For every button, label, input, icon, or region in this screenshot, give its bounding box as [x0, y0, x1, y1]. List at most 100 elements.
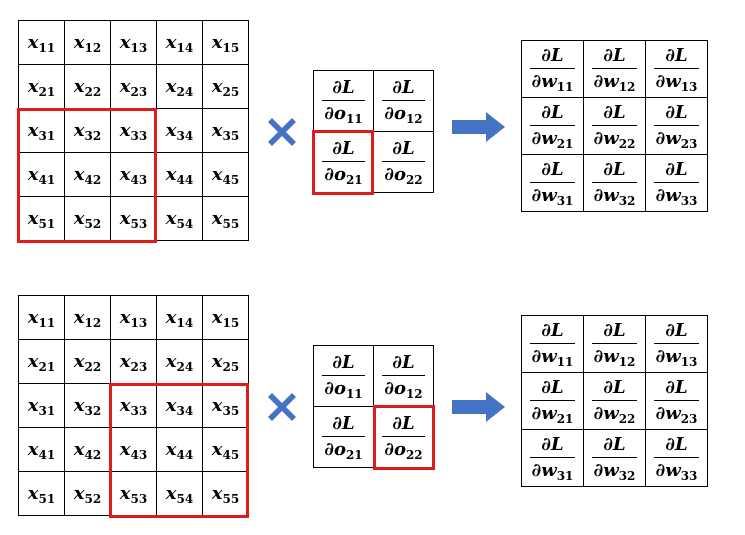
input-cell: x21 — [18, 64, 65, 109]
input-symbol: x35 — [212, 120, 239, 142]
input-subscript: 53 — [130, 217, 148, 231]
fraction-denominator: ∂w31 — [529, 182, 576, 208]
input-subscript: 25 — [222, 85, 240, 99]
denominator-variable: ∂o — [324, 103, 346, 124]
output-gradient-fraction: ∂L ∂o11 — [322, 354, 365, 400]
output-gradient-fraction: ∂L ∂o12 — [382, 79, 425, 125]
input-variable: x — [73, 439, 85, 460]
input-symbol: x41 — [28, 164, 55, 186]
matrix-row: x21 x22 x23 x24 x25 — [18, 339, 249, 384]
fraction-numerator: ∂L — [332, 413, 355, 434]
matrix-row: ∂L ∂o11 ∂L ∂o12 — [313, 70, 434, 132]
weight-gradient-cell: ∂L ∂w11 — [521, 40, 584, 98]
weight-gradient-fraction: ∂L ∂w11 — [529, 45, 576, 93]
matrix-row: ∂L ∂w21 ∂L ∂w22 ∂L ∂w23 — [521, 97, 708, 155]
input-symbol: x24 — [166, 76, 193, 98]
input-cell: x25 — [202, 64, 249, 109]
input-cell: x44 — [156, 152, 203, 197]
input-subscript: 33 — [130, 129, 148, 143]
input-subscript: 54 — [176, 492, 194, 506]
input-cell: x55 — [202, 196, 249, 241]
input-cell: x55 — [202, 471, 249, 516]
fraction-numerator: ∂L — [392, 352, 415, 373]
input-symbol: x42 — [73, 439, 101, 461]
weight-gradient-cell: ∂L ∂w12 — [583, 315, 646, 373]
input-variable: x — [165, 120, 177, 141]
input-variable: x — [73, 208, 85, 229]
matrix-row: x21 x22 x23 x24 x25 — [18, 64, 249, 109]
input-variable: x — [119, 483, 131, 504]
input-variable: x — [211, 208, 223, 229]
input-subscript: 42 — [84, 173, 102, 187]
input-cell: x11 — [18, 295, 65, 340]
denominator-subscript: 31 — [556, 194, 574, 208]
denominator-variable: ∂w — [593, 346, 619, 367]
input-variable: x — [165, 483, 177, 504]
fraction-numerator: ∂L — [665, 159, 688, 180]
input-variable: x — [73, 483, 85, 504]
input-symbol: x25 — [212, 76, 240, 99]
weight-gradient-cell: ∂L ∂w22 — [583, 97, 646, 155]
weight-gradient-matrix-top: ∂L ∂w11 ∂L ∂w12 ∂L ∂w13 ∂L ∂w21 ∂L ∂w22 ∂L ∂w23 ∂L ∂w… — [521, 40, 708, 212]
input-symbol: x34 — [165, 120, 193, 142]
fraction-denominator: ∂w32 — [591, 457, 638, 483]
input-cell: x14 — [156, 20, 203, 65]
input-subscript: 14 — [176, 316, 194, 330]
denominator-variable: ∂w — [531, 128, 557, 149]
input-variable: x — [27, 120, 39, 141]
weight-gradient-fraction: ∂L ∂w31 — [529, 436, 576, 482]
weight-gradient-cell: ∂L ∂w13 — [645, 40, 708, 98]
input-subscript: 22 — [84, 360, 102, 374]
input-symbol: x55 — [212, 483, 240, 506]
denominator-variable: ∂w — [593, 460, 619, 481]
input-symbol: x23 — [119, 351, 147, 373]
weight-gradient-fraction: ∂L ∂w23 — [653, 104, 700, 151]
input-matrix-top: x11 x12 x13 x14 x15 x21 x22 x23 x24 x25 x31 x32 x33 x… — [18, 20, 249, 241]
input-variable: x — [165, 395, 177, 416]
input-symbol: x31 — [27, 120, 56, 143]
input-symbol: x51 — [28, 483, 55, 505]
input-subscript: 15 — [222, 41, 240, 55]
input-symbol: x14 — [166, 307, 194, 330]
matrix-row: x51 x52 x53 x54 x55 — [18, 471, 249, 516]
matrix-row: ∂L ∂o21 ∂L ∂o22 — [313, 406, 434, 468]
input-variable: x — [73, 76, 85, 97]
output-gradient-cell: ∂L ∂o12 — [373, 70, 434, 132]
input-variable: x — [119, 351, 131, 372]
input-symbol: x21 — [28, 351, 55, 373]
output-gradient-cell: ∂L ∂o11 — [313, 70, 374, 132]
input-symbol: x54 — [166, 208, 194, 231]
input-subscript: 31 — [38, 404, 56, 418]
weight-gradient-cell: ∂L ∂w23 — [645, 97, 708, 155]
input-cell: x51 — [18, 471, 65, 516]
input-cell: x11 — [18, 20, 65, 65]
input-subscript: 55 — [222, 492, 240, 506]
fraction-numerator: ∂L — [541, 45, 564, 66]
denominator-subscript: 21 — [556, 412, 574, 426]
input-symbol: x53 — [120, 208, 148, 231]
input-subscript: 44 — [176, 173, 194, 187]
right-arrow-icon — [452, 112, 505, 142]
denominator-subscript: 32 — [618, 469, 636, 483]
fraction-denominator: ∂w21 — [529, 125, 576, 150]
denominator-subscript: 23 — [680, 137, 698, 151]
weight-gradient-fraction: ∂L ∂w21 — [529, 104, 576, 150]
denominator-subscript: 22 — [405, 448, 423, 462]
input-subscript: 43 — [130, 173, 148, 187]
input-variable: x — [119, 164, 131, 185]
fraction-denominator: ∂w12 — [591, 343, 638, 368]
input-cell: x52 — [64, 471, 111, 516]
input-symbol: x31 — [28, 395, 56, 418]
denominator-subscript: 11 — [556, 355, 574, 369]
input-subscript: 31 — [38, 129, 56, 143]
denominator-subscript: 23 — [680, 412, 698, 426]
denominator-variable: ∂o — [384, 439, 406, 460]
output-gradient-cell: ∂L ∂o21 — [313, 131, 374, 193]
fraction-numerator: ∂L — [665, 434, 688, 455]
input-variable: x — [165, 164, 177, 185]
input-symbol: x33 — [120, 395, 147, 417]
denominator-subscript: 33 — [680, 469, 698, 483]
input-subscript: 54 — [176, 217, 194, 231]
input-subscript: 12 — [84, 316, 102, 330]
weight-gradient-cell: ∂L ∂w12 — [583, 40, 646, 98]
